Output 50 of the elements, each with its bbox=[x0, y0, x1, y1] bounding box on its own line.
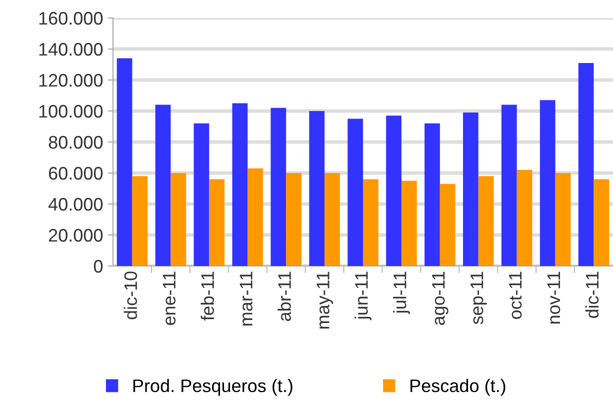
bar bbox=[209, 179, 225, 266]
x-tick-label: dic-10 bbox=[124, 272, 138, 320]
y-tick-label: 120.000 bbox=[39, 74, 103, 87]
bar bbox=[516, 170, 532, 266]
bar bbox=[594, 179, 610, 266]
bar bbox=[348, 118, 363, 266]
bar bbox=[116, 58, 132, 266]
x-tick-label: may-11 bbox=[316, 272, 333, 329]
x-tick-label: ago-11 bbox=[432, 272, 448, 325]
bar bbox=[478, 176, 494, 266]
bar bbox=[194, 123, 210, 266]
bar bbox=[132, 176, 148, 266]
y-tick-label: 160.000 bbox=[39, 12, 103, 25]
x-tick-label: abr-11 bbox=[278, 272, 291, 321]
legend-label: Prod. Pesqueros (t.) bbox=[133, 378, 292, 396]
x-tick-label: ene-11 bbox=[162, 272, 176, 325]
bar bbox=[170, 173, 186, 266]
bar bbox=[155, 104, 171, 266]
x-tick-label: mar-11 bbox=[240, 272, 252, 326]
x-tick-label: jun-11 bbox=[354, 272, 372, 320]
bar bbox=[232, 103, 248, 266]
bar bbox=[363, 179, 378, 266]
x-tick-label: jul-11 bbox=[393, 272, 410, 314]
x-tick-label: dic-11 bbox=[585, 272, 599, 318]
bar bbox=[578, 62, 594, 266]
bar bbox=[440, 184, 456, 266]
bar bbox=[248, 168, 263, 266]
bar bbox=[501, 104, 517, 266]
bar bbox=[540, 100, 556, 266]
x-tick-label: nov-11 bbox=[548, 272, 560, 324]
y-tick-label: 60.000 bbox=[48, 166, 103, 180]
y-tick-label: 80.000 bbox=[48, 136, 103, 149]
bar bbox=[555, 173, 571, 266]
y-tick-label: 100.000 bbox=[39, 104, 103, 118]
bar bbox=[386, 116, 402, 266]
y-tick-label: 40.000 bbox=[48, 198, 103, 211]
x-tick-label: oct-11 bbox=[509, 272, 522, 319]
bar bbox=[463, 112, 478, 266]
bar bbox=[324, 173, 340, 266]
x-tick-label: feb-11 bbox=[200, 272, 214, 320]
legend-label: Pescado (t.) bbox=[410, 378, 506, 396]
bar bbox=[286, 173, 302, 266]
bar bbox=[424, 123, 440, 266]
bar bbox=[270, 108, 286, 266]
y-tick-label: 0 bbox=[94, 260, 103, 273]
bar bbox=[401, 180, 417, 266]
x-tick-label: sep-11 bbox=[470, 272, 487, 324]
y-tick-label: 140.000 bbox=[39, 42, 103, 56]
y-tick-label: 20.000 bbox=[48, 228, 103, 242]
bar bbox=[309, 111, 325, 266]
